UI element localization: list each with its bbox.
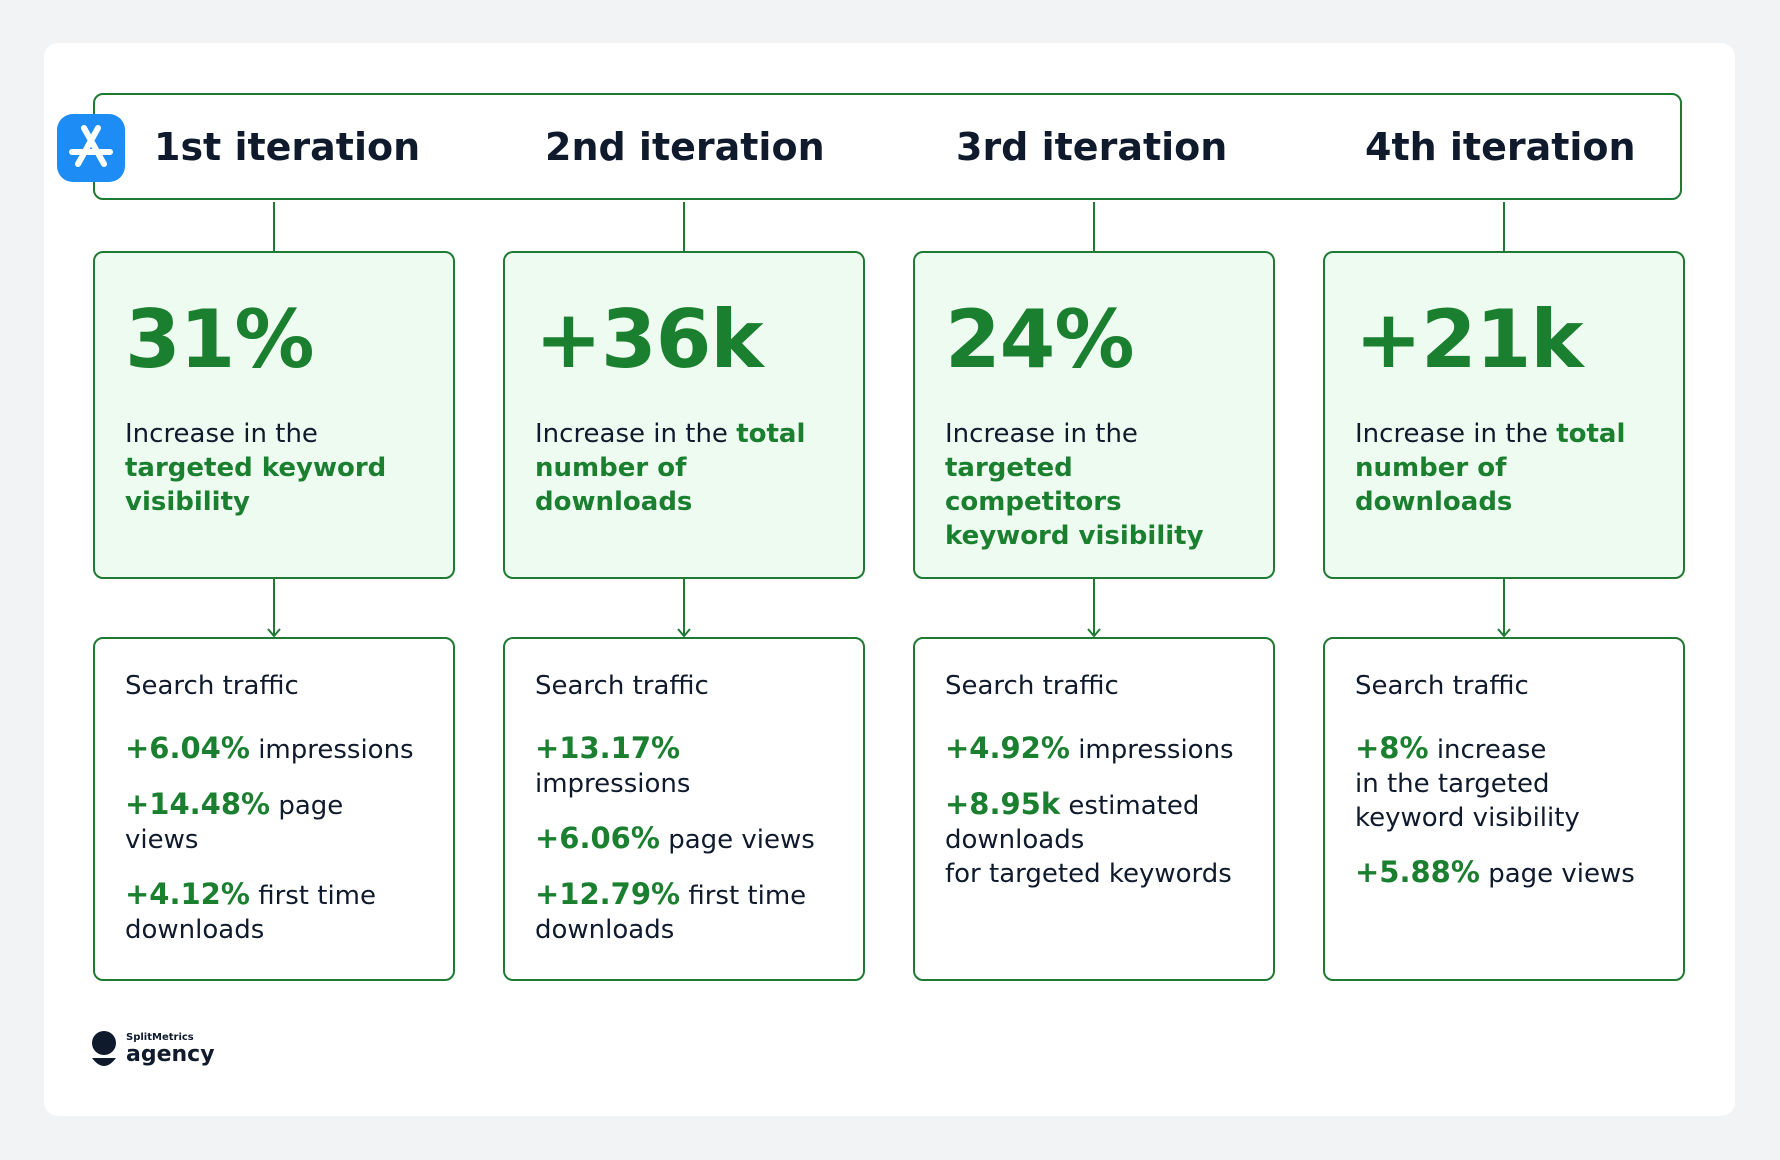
metric-text: page views	[668, 825, 815, 855]
app-store-icon	[57, 114, 125, 182]
result-card: +21k Increase in the total number of down…	[1323, 251, 1685, 579]
description-plain: Increase in the	[945, 419, 1138, 449]
logo-icon	[92, 1031, 116, 1066]
metric: +4.12% first time downloads	[125, 877, 423, 947]
traffic-card: Search traffic +13.17% impressions +6.06% …	[503, 637, 865, 981]
description-highlight: targeted keyword visibility	[125, 453, 387, 517]
traffic-card: Search traffic +6.04% impressions +14.48% …	[93, 637, 455, 981]
iteration-title: 4th iteration	[1365, 125, 1636, 169]
metric: +12.79% first time downloads	[535, 877, 833, 947]
metric-value: +12.79%	[535, 877, 681, 911]
traffic-card: Search traffic +4.92% impressions +8.95k e…	[913, 637, 1275, 981]
description: Increase in the targeted keyword visibil…	[125, 417, 423, 519]
metric-value: +14.48%	[125, 787, 271, 821]
headline: 24%	[945, 293, 1134, 386]
traffic-title: Search traffic	[1355, 671, 1529, 701]
logo-brand: SplitMetrics	[126, 1032, 194, 1043]
metric-value: +4.92%	[945, 731, 1070, 765]
metric-value: +6.04%	[125, 731, 250, 765]
metric-text: page views	[1488, 859, 1635, 889]
iteration-title: 1st iteration	[154, 125, 421, 169]
metric: +6.04% impressions	[125, 731, 423, 767]
description-highlight: targeted competitors keyword visibility	[945, 453, 1204, 551]
result-card: 24% Increase in the targeted competitors …	[913, 251, 1275, 579]
logo-product: agency	[126, 1042, 215, 1067]
metric-text: impressions	[535, 769, 691, 799]
arrow-head	[267, 628, 281, 638]
metric-text: increase in the targeted keyword visibil…	[1355, 735, 1580, 833]
description-plain: Increase in the	[535, 419, 728, 449]
description: Increase in the targeted competitors key…	[945, 417, 1243, 553]
traffic-title: Search traffic	[125, 671, 299, 701]
metric-text: first time downloads	[535, 881, 807, 945]
metric-value: +8.95k	[945, 787, 1061, 821]
metric: +13.17% impressions	[535, 731, 833, 801]
description-highlight: total number of downloads	[535, 419, 806, 517]
metric: +8% increase in the targeted keyword vis…	[1355, 731, 1653, 835]
metric-value: +5.88%	[1355, 855, 1480, 889]
metric-value: +13.17%	[535, 731, 681, 765]
metric: +5.88% page views	[1355, 855, 1653, 891]
metric-text: estimated downloads for targeted keyword…	[945, 791, 1232, 889]
metric-value: +4.12%	[125, 877, 250, 911]
arrow-head	[677, 628, 691, 638]
iteration-title: 2nd iteration	[545, 125, 825, 169]
metric: +4.92% impressions	[945, 731, 1243, 767]
result-card: 31% Increase in the targeted keyword visi…	[93, 251, 455, 579]
description-plain: Increase in the	[1355, 419, 1548, 449]
metric: +14.48% page views	[125, 787, 423, 857]
headline: +36k	[535, 293, 764, 386]
description: Increase in the total number of download…	[1355, 417, 1653, 519]
result-card: +36k Increase in the total number of down…	[503, 251, 865, 579]
traffic-card: Search traffic +8% increase in the target…	[1323, 637, 1685, 981]
metric-text: first time downloads	[125, 881, 376, 945]
headline: 31%	[125, 293, 314, 386]
metric: +6.06% page views	[535, 821, 833, 857]
metric-text: impressions	[258, 735, 414, 765]
arrow-head	[1087, 628, 1101, 638]
traffic-title: Search traffic	[535, 671, 709, 701]
arrow-head	[1497, 628, 1511, 638]
metric-value: +6.06%	[535, 821, 660, 855]
headline: +21k	[1355, 293, 1584, 386]
iteration-title: 3rd iteration	[956, 125, 1228, 169]
metric-text: page views	[125, 791, 344, 855]
description-plain: Increase in the	[125, 419, 318, 449]
traffic-title: Search traffic	[945, 671, 1119, 701]
metric: +8.95k estimated downloads for targeted …	[945, 787, 1243, 891]
description: Increase in the total number of download…	[535, 417, 833, 519]
description-highlight: total number of downloads	[1355, 419, 1626, 517]
metric-text: impressions	[1078, 735, 1234, 765]
metric-value: +8%	[1355, 731, 1429, 765]
